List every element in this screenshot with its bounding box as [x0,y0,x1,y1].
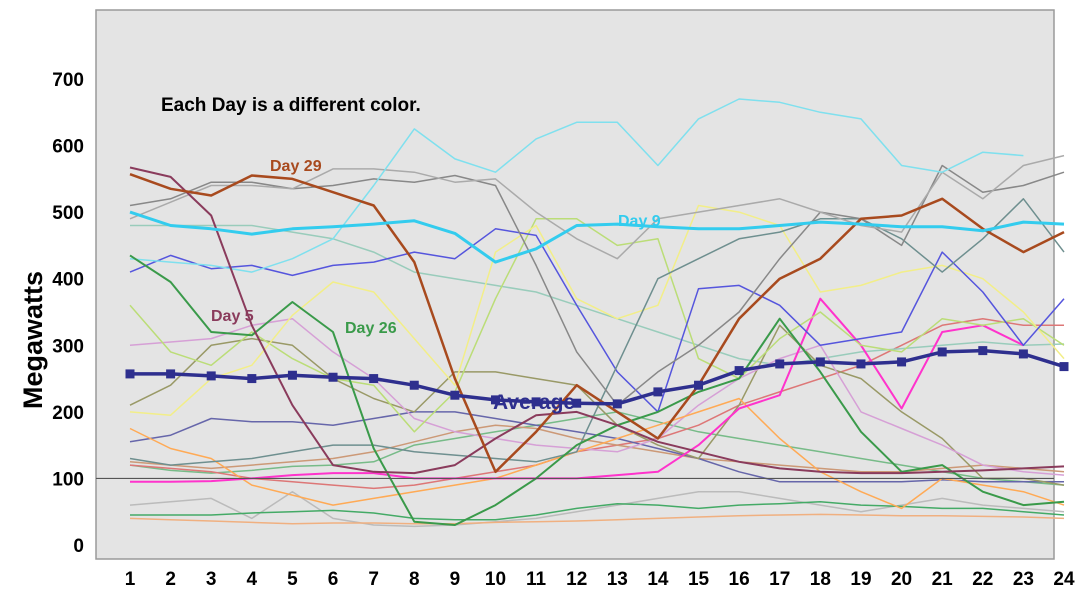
day-29-label: Day 29 [270,158,322,175]
average-point [572,398,582,408]
y-tick-label: 200 [52,403,84,424]
day-26-label: Day 26 [345,320,397,337]
average-point [287,370,297,380]
x-tick-label: 1 [125,569,136,590]
average-point [125,369,135,379]
day-series-line [129,98,1024,273]
average-series-line [130,348,1065,406]
x-tick-label: 5 [287,569,298,590]
average-point [490,395,500,405]
average-point [694,380,704,390]
day-series-line [130,500,1065,521]
day-series-line [129,204,1065,416]
average-point [775,359,785,369]
x-tick-label: 11 [526,569,547,590]
day-series-line [129,411,1065,486]
average-point [1059,362,1069,372]
average-point [328,372,338,382]
day-series-line [129,317,1064,490]
y-tick-label: 700 [52,70,84,91]
day-9-label: Day 9 [618,213,661,230]
x-tick-label: 16 [729,569,750,590]
x-tick-label: 8 [409,569,420,590]
day-29-series-line [129,173,1065,474]
average-label: Average [493,391,575,414]
y-tick-label: 100 [52,469,84,490]
x-tick-label: 10 [485,569,506,590]
x-tick-label: 7 [368,569,379,590]
x-tick-label: 4 [247,569,258,590]
x-tick-label: 12 [566,569,587,590]
x-tick-label: 2 [165,569,176,590]
x-tick-label: 18 [810,569,831,590]
day-series-line [129,154,1065,260]
average-point [369,374,379,384]
day-series-line [129,317,1065,476]
y-tick-label: 600 [52,137,84,158]
day-5-series-line [129,166,1065,475]
x-tick-label: 9 [450,569,461,590]
day-series-line [129,198,1065,466]
average-point [897,357,907,367]
plot-area [95,9,1055,560]
average-point [450,390,460,400]
average-point [937,347,947,357]
series-label-layer: Average Day 9 Day 29 Day 5 Day 26 [211,158,661,414]
x-tick-label: 21 [932,569,954,590]
x-tick-label: 15 [688,569,710,590]
chart-note: Each Day is a different color. [161,95,421,116]
average-point [815,357,825,367]
day-26-series-line [129,254,1065,526]
day-series-line [129,218,1065,433]
x-tick-label: 14 [647,569,669,590]
day-5-label: Day 5 [211,308,254,325]
average-point [653,387,663,397]
x-tick-label: 6 [328,569,339,590]
series-layer [125,98,1069,528]
y-tick-label: 400 [52,270,84,291]
day-9-series-line [129,210,1065,264]
average-point [978,346,988,356]
average-point [206,371,216,381]
y-tick-label: 0 [73,536,84,557]
day-series-line [129,228,1065,413]
day-series-line [129,513,1065,525]
y-tick-label: 300 [52,336,84,357]
x-tick-label: 20 [891,569,912,590]
average-point [856,359,866,369]
average-point [1018,349,1028,359]
x-tick-label: 3 [206,569,217,590]
x-tick-label: 17 [769,569,790,590]
x-tick-label: 23 [1013,569,1034,590]
average-point [247,374,257,384]
average-point [612,399,622,409]
average-point [409,380,419,390]
x-tick-label: 22 [972,569,993,590]
day-series-line [129,397,1065,510]
x-tick-label: 13 [607,569,628,590]
x-tick-label: 19 [850,569,871,590]
x-tick-label: 24 [1053,569,1075,590]
average-point [531,397,541,407]
average-point [734,366,744,376]
y-axis-label: Megawatts [18,271,48,409]
y-tick-label: 500 [52,203,84,224]
average-point [166,369,176,379]
